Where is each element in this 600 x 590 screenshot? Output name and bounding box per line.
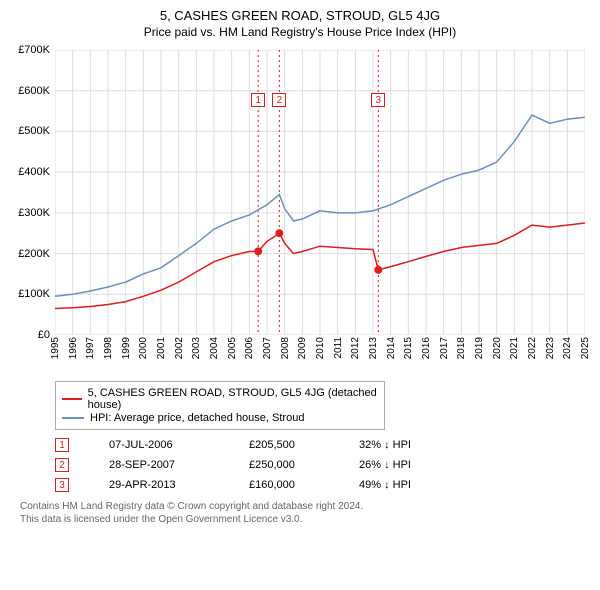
x-tick-label: 2024 — [562, 337, 573, 359]
events-table: 1 07-JUL-2006 £205,500 32% ↓ HPI 2 28-SEP-200… — [55, 438, 590, 492]
event-marker: 2 — [272, 93, 286, 107]
y-tick-label: £600K — [10, 85, 50, 97]
y-tick-label: £300K — [10, 207, 50, 219]
x-tick-label: 1999 — [121, 337, 132, 359]
event-price: £160,000 — [249, 479, 319, 491]
legend-row: HPI: Average price, detached house, Stro… — [62, 412, 378, 424]
event-marker: 3 — [371, 93, 385, 107]
event-price: £250,000 — [249, 459, 319, 471]
chart-title: 5, CASHES GREEN ROAD, STROUD, GL5 4JG — [10, 8, 590, 23]
x-tick-label: 2019 — [474, 337, 485, 359]
x-tick-label: 2006 — [244, 337, 255, 359]
x-tick-label: 2015 — [403, 337, 414, 359]
x-tick-label: 2017 — [439, 337, 450, 359]
legend-swatch — [62, 417, 84, 419]
x-tick-label: 2009 — [297, 337, 308, 359]
x-tick-label: 2000 — [138, 337, 149, 359]
x-tick-label: 2016 — [421, 337, 432, 359]
x-tick-label: 2014 — [386, 337, 397, 359]
y-tick-label: £400K — [10, 166, 50, 178]
event-number-box: 2 — [55, 458, 69, 472]
event-date: 28-SEP-2007 — [109, 459, 209, 471]
event-date: 29-APR-2013 — [109, 479, 209, 491]
x-tick-label: 2011 — [333, 337, 344, 359]
y-tick-label: £500K — [10, 125, 50, 137]
legend-swatch — [62, 398, 82, 400]
x-tick-label: 2005 — [227, 337, 238, 359]
event-price: £205,500 — [249, 439, 319, 451]
event-row: 2 28-SEP-2007 £250,000 26% ↓ HPI — [55, 458, 590, 472]
footnote: Contains HM Land Registry data © Crown c… — [20, 500, 590, 526]
x-tick-label: 1998 — [103, 337, 114, 359]
x-tick-label: 2001 — [156, 337, 167, 359]
y-tick-label: £100K — [10, 288, 50, 300]
legend-label: HPI: Average price, detached house, Stro… — [90, 412, 304, 424]
x-tick-label: 2008 — [280, 337, 291, 359]
event-marker: 1 — [251, 93, 265, 107]
x-tick-label: 2003 — [191, 337, 202, 359]
event-delta: 49% ↓ HPI — [359, 479, 449, 491]
legend: 5, CASHES GREEN ROAD, STROUD, GL5 4JG (d… — [55, 381, 385, 430]
event-delta: 32% ↓ HPI — [359, 439, 449, 451]
event-number-box: 1 — [55, 438, 69, 452]
x-tick-label: 2020 — [492, 337, 503, 359]
legend-row: 5, CASHES GREEN ROAD, STROUD, GL5 4JG (d… — [62, 387, 378, 411]
x-tick-label: 2013 — [368, 337, 379, 359]
x-tick-label: 2010 — [315, 337, 326, 359]
x-tick-label: 2012 — [350, 337, 361, 359]
legend-label: 5, CASHES GREEN ROAD, STROUD, GL5 4JG (d… — [88, 387, 378, 411]
x-tick-label: 2023 — [545, 337, 556, 359]
x-tick-label: 2018 — [456, 337, 467, 359]
x-tick-label: 2004 — [209, 337, 220, 359]
x-tick-label: 2007 — [262, 337, 273, 359]
x-axis-labels: 1995199619971998199920002001200220032004… — [55, 337, 585, 375]
event-row: 1 07-JUL-2006 £205,500 32% ↓ HPI — [55, 438, 590, 452]
chart-area: £0 £100K £200K £300K £400K £500K £600K £700K 19… — [10, 45, 590, 375]
y-tick-label: £0 — [10, 329, 50, 341]
event-date: 07-JUL-2006 — [109, 439, 209, 451]
event-delta: 26% ↓ HPI — [359, 459, 449, 471]
x-tick-label: 1997 — [85, 337, 96, 359]
x-tick-label: 1995 — [50, 337, 61, 359]
y-tick-label: £200K — [10, 248, 50, 260]
footnote-line-2: This data is licensed under the Open Gov… — [20, 513, 590, 526]
event-number-box: 3 — [55, 478, 69, 492]
x-tick-label: 2021 — [509, 337, 520, 359]
x-tick-label: 2002 — [174, 337, 185, 359]
event-row: 3 29-APR-2013 £160,000 49% ↓ HPI — [55, 478, 590, 492]
chart-subtitle: Price paid vs. HM Land Registry's House … — [10, 25, 590, 39]
x-tick-label: 2022 — [527, 337, 538, 359]
plot-svg — [55, 50, 585, 335]
x-tick-label: 2025 — [580, 337, 591, 359]
y-tick-label: £700K — [10, 44, 50, 56]
footnote-line-1: Contains HM Land Registry data © Crown c… — [20, 500, 590, 513]
x-tick-label: 1996 — [68, 337, 79, 359]
